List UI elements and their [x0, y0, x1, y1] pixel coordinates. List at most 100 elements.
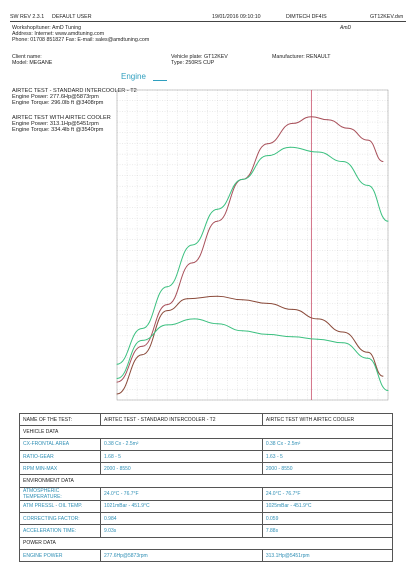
test1-name: AIRTEC TEST - STANDARD INTERCOOLER - T2	[12, 88, 137, 94]
point-test1-torque	[116, 393, 118, 395]
pressure-test1: 1021mBar - 451.9°C	[100, 499, 263, 514]
point-test2-torque	[141, 339, 143, 341]
section-vehicle: VEHICLE DATA	[19, 425, 393, 439]
table-row: ATM PRESSL - OIL TEMP. 1021mBar - 451.9°…	[19, 499, 394, 514]
point-test1-power	[191, 262, 193, 264]
test2-power: Engine Power: 313.1Hp@5451rpm	[12, 121, 99, 127]
point-test2-torque	[267, 333, 269, 335]
test2-name: AIRTEC TEST WITH AIRTEC COOLER	[12, 115, 111, 121]
point-test2-torque	[216, 323, 218, 325]
point-test1-power	[166, 304, 168, 306]
table-row: ACCELERATION TIME: 9.03s 7.88s	[19, 524, 394, 538]
point-test2-torque	[342, 342, 344, 344]
point-test1-torque	[317, 318, 319, 320]
rpm-test1: 2000 - 8550	[100, 462, 263, 476]
test-data-table: NAME OF THE TEST: AIRTEC TEST - STANDARD…	[19, 412, 394, 563]
table-row: NAME OF THE TEST: AIRTEC TEST - STANDARD…	[19, 412, 394, 427]
vehicle-plate: Vehicle plate: GT12KEV	[171, 54, 228, 60]
engine-power-label: ENGINE POWER	[19, 548, 101, 563]
point-test1-torque	[241, 299, 243, 301]
acceleration-test2: 7.88s	[261, 524, 394, 538]
pressure-test2: 1025mBar - 451.9°C	[261, 499, 394, 514]
point-test2-torque	[166, 324, 168, 326]
point-test2-power	[166, 286, 168, 288]
point-test1-torque	[382, 375, 384, 377]
point-test1-torque	[216, 295, 218, 297]
chart-grid	[116, 89, 389, 401]
report-datetime: 19/01/2016 09:10:10	[212, 14, 261, 20]
address-line: Address: Internet: www.amdtuning.com	[12, 31, 105, 37]
series-test2-power	[116, 146, 389, 365]
point-test2-torque	[387, 389, 389, 391]
point-test2-power	[191, 244, 193, 246]
series-test2-torque	[116, 318, 389, 391]
table-row: CX-FRONTAL AREA 0.38 Cx - 2.5m² 0.38 Cx …	[19, 437, 394, 451]
point-test2-power	[317, 151, 319, 153]
cx-test1: 0.38 Cx - 2.5m²	[100, 437, 263, 451]
col-header-name: NAME OF THE TEST:	[19, 412, 101, 427]
cx-label: CX-FRONTAL AREA	[19, 437, 101, 451]
point-test2-torque	[116, 378, 118, 380]
chart-curves	[116, 90, 389, 400]
header-rule	[10, 21, 406, 22]
point-test1-power	[292, 122, 294, 124]
series-test1-power	[116, 116, 384, 383]
engine-underline	[153, 80, 167, 81]
ratio-test2: 1.63 - 5	[261, 449, 394, 464]
table-row: VEHICLE DATA	[19, 425, 393, 439]
col-header-test1: AIRTEC TEST - STANDARD INTERCOOLER - T2	[100, 412, 263, 427]
section-environment: ENVIRONMENT DATA	[19, 474, 393, 488]
point-test2-power	[216, 208, 218, 210]
point-test1-power	[216, 220, 218, 222]
acceleration-label: ACCELERATION TIME:	[19, 524, 101, 538]
point-test2-power	[367, 184, 369, 186]
rpm-label: RPM MIN-MAX	[19, 462, 101, 476]
ratio-test1: 1.68 - 5	[100, 449, 263, 464]
point-test1-power	[382, 161, 384, 163]
point-test1-torque	[267, 302, 269, 304]
test2-torque: Engine Torque: 334.4lb ft @3540rpm	[12, 127, 104, 133]
point-test1-torque	[141, 354, 143, 356]
device-name: DIMTECH DF4IS	[286, 14, 327, 20]
table-row: ENVIRONMENT DATA	[19, 474, 393, 488]
rpm-test2: 2000 - 8550	[261, 462, 394, 476]
point-test2-power	[267, 155, 269, 157]
table-row: ENGINE POWER 277.6Hp@5873rpm 313.1Hp@545…	[19, 548, 394, 563]
point-test1-torque	[187, 298, 189, 300]
client-name: Client name:	[12, 54, 42, 60]
power-torque-chart	[116, 89, 389, 401]
point-test1-power	[116, 381, 118, 383]
point-test1-power	[267, 143, 269, 145]
point-test1-torque	[367, 351, 369, 353]
test1-power: Engine Power: 277.6Hp@5873rpm	[12, 94, 99, 100]
vehicle-model: Model: MEGANE	[12, 60, 53, 66]
workshop-line: Workshop/tuner: AmD Tuning	[12, 25, 82, 31]
cx-test2: 0.38 Cx - 2.5m²	[261, 437, 394, 451]
file-name: GT12KEV.dvn	[370, 14, 404, 20]
phone-line: Phone: 01708 851827 Fax: E-mail: sales@a…	[12, 37, 150, 43]
acceleration-test1: 9.03s	[100, 524, 263, 538]
temp-test1: 24.0°C - 76.7°F	[100, 486, 263, 501]
section-power: POWER DATA	[19, 536, 393, 550]
point-test2-power	[387, 220, 389, 222]
point-test2-torque	[241, 330, 243, 332]
correction-label: CORRECTING FACTOR:	[19, 512, 101, 526]
manufacturer: Manufacturer: RENAULT	[272, 54, 331, 60]
table-row: CORRECTING FACTOR: 0.984 0.059	[19, 512, 394, 526]
point-test2-torque	[292, 336, 294, 338]
table-row: POWER DATA	[19, 536, 393, 550]
plot-frame	[116, 89, 389, 401]
point-test1-torque	[342, 331, 344, 333]
sw-rev: SW REV 2.3.1	[10, 14, 45, 20]
vehicle-type: Type: 250RS CUP	[171, 60, 215, 66]
point-test2-torque	[193, 318, 195, 320]
correction-test1: 0.984	[100, 512, 263, 526]
point-test2-power	[141, 327, 143, 329]
temp-test2: 24.0°C - 76.7°F	[261, 486, 394, 501]
correction-test2: 0.059	[261, 512, 394, 526]
chart-title: Engine	[121, 72, 146, 81]
point-test1-power	[347, 127, 349, 129]
point-test1-power	[327, 119, 329, 121]
point-test2-power	[241, 178, 243, 180]
engine-power-test2: 313.1Hp@5451rpm	[261, 548, 394, 563]
